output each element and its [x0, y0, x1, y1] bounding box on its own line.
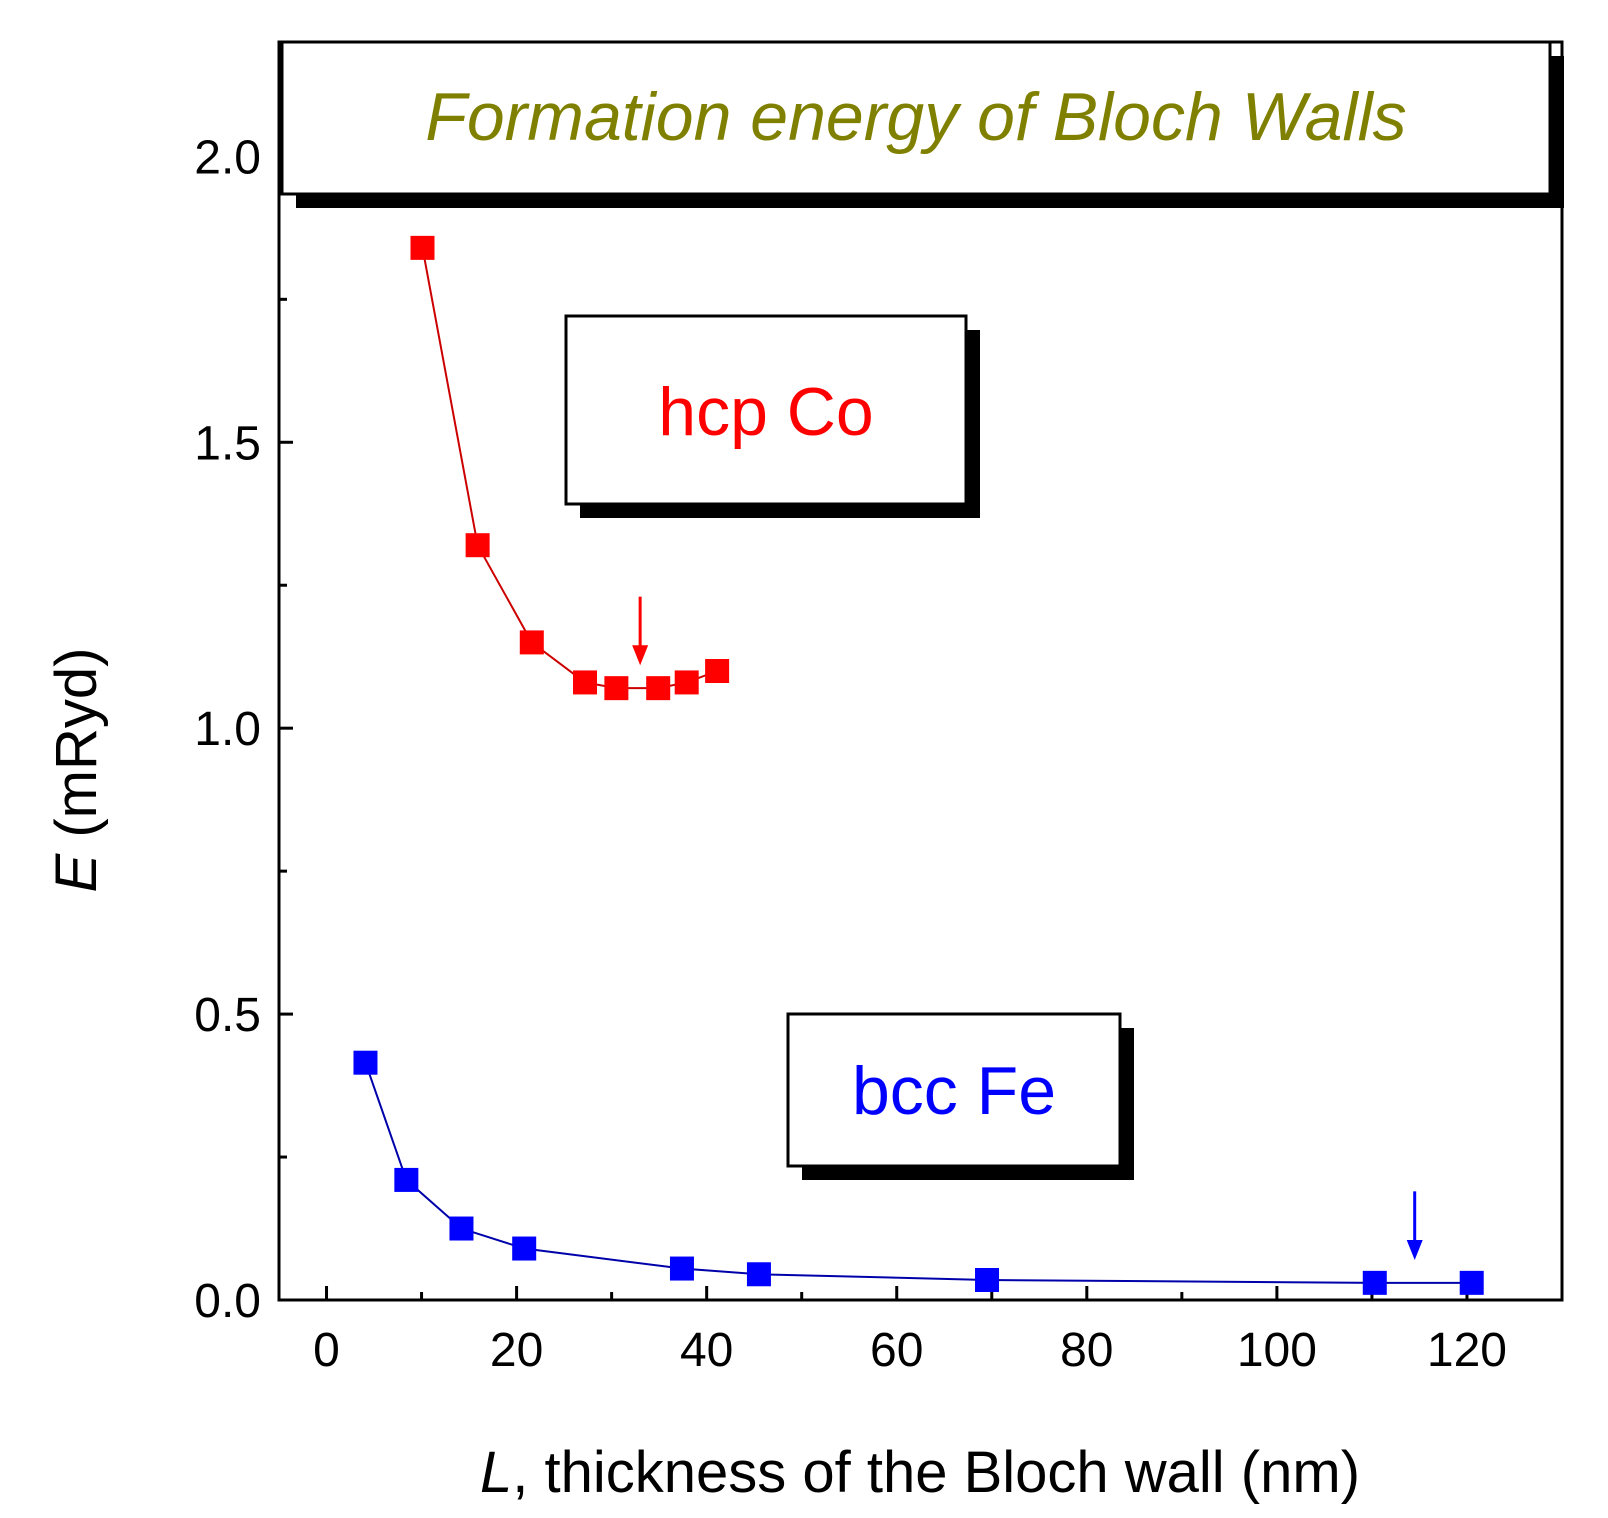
x-axis-ticks: 0 20 40 60 80 100 120 [313, 1286, 1507, 1377]
chart-title-box: Formation energy of Bloch Walls [280, 40, 1564, 208]
x-tick-label: 100 [1237, 1324, 1317, 1377]
hcp-co-label: hcp Co [658, 374, 873, 450]
y-axis-title-var: E [44, 852, 109, 892]
x-axis-title-text: , thickness of the Bloch wall (nm) [512, 1440, 1360, 1505]
data-point-marker [449, 1216, 474, 1241]
hcp-co-label-frame [564, 314, 968, 506]
data-point-marker [705, 659, 730, 683]
data-point-marker [1459, 1270, 1484, 1295]
y-tick-label: 2.0 [194, 131, 261, 184]
data-point-marker [674, 670, 699, 695]
data-point-marker [669, 1256, 694, 1281]
y-axis-title: E (mRyd) [44, 648, 109, 893]
y-axis-ticks: 0.0 0.5 1.0 1.5 2.0 [194, 131, 293, 1328]
data-point-marker [746, 1262, 771, 1287]
y-tick-label: 1.5 [194, 417, 261, 470]
data-point-marker [353, 1050, 378, 1075]
data-point-marker [519, 630, 544, 655]
x-tick-label: 40 [680, 1324, 733, 1377]
data-point-marker [394, 1167, 419, 1192]
data-point-marker [410, 235, 435, 260]
data-point-marker [465, 533, 490, 558]
minimum-arrow-head [632, 645, 649, 666]
y-tick-label: 0.5 [194, 989, 261, 1042]
data-point-marker [604, 676, 629, 701]
series-layer [353, 235, 1484, 1295]
chart-title: Formation energy of Bloch Walls [425, 79, 1406, 155]
bcc-fe-label-frame [786, 1012, 1122, 1168]
x-tick-label: 80 [1060, 1324, 1113, 1377]
data-point-marker [512, 1236, 537, 1261]
bcc-fe-label: bcc Fe [852, 1053, 1056, 1129]
hcp-co-label-box: hcp Co [564, 314, 980, 518]
minimum-arrow-head [1406, 1239, 1423, 1260]
x-axis-title: L, thickness of the Bloch wall (nm) [480, 1440, 1360, 1505]
y-tick-label: 0.0 [194, 1275, 261, 1328]
x-tick-label: 0 [313, 1324, 340, 1377]
data-point-marker [1362, 1270, 1387, 1295]
x-tick-label: 60 [870, 1324, 923, 1377]
y-axis-title-text: (mRyd) [44, 648, 109, 854]
data-point-marker [975, 1267, 1000, 1292]
data-point-marker [646, 676, 671, 701]
arrow-layer [632, 596, 1423, 1260]
x-axis-title-var: L [480, 1440, 512, 1505]
bcc-fe-label-box: bcc Fe [786, 1012, 1134, 1180]
y-tick-label: 1.0 [194, 703, 261, 756]
x-tick-label: 20 [490, 1324, 543, 1377]
x-tick-label: 120 [1427, 1324, 1507, 1377]
chart-title-box-frame [280, 40, 1552, 196]
data-point-marker [573, 670, 598, 695]
